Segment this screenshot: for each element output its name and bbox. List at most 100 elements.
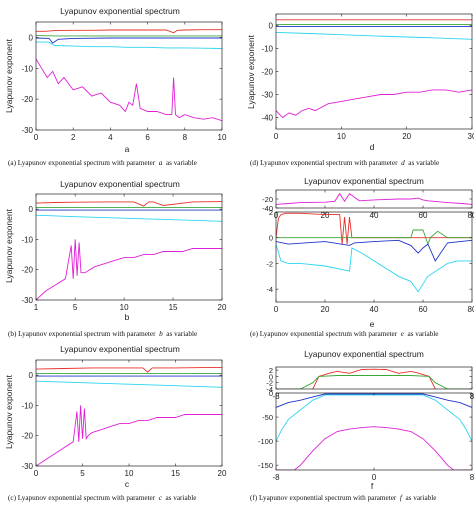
x-tick-label: 0 xyxy=(274,305,279,314)
x-tick-label: 0 xyxy=(274,132,279,141)
series-line-b-0-3 xyxy=(36,214,222,222)
x-tick-label: 6 xyxy=(145,133,150,142)
y-tick-label: -4 xyxy=(266,385,273,394)
caption-d-text: (d) Lyapunov exponential spectrum with p… xyxy=(250,159,398,167)
y-tick-label: 0 xyxy=(269,389,273,398)
plot-frame xyxy=(275,366,473,390)
y-tick-label: -40 xyxy=(261,114,273,123)
series-line-a-0-4 xyxy=(36,58,222,122)
caption-c-param: c xyxy=(158,494,162,502)
series-line-e-1-3 xyxy=(276,243,472,293)
y-tick-label: -40 xyxy=(262,204,273,213)
series-line-a-0-3 xyxy=(36,41,222,49)
x-tick-label: 0 xyxy=(372,473,377,482)
series-line-d-0-4 xyxy=(276,89,472,119)
plot-frame xyxy=(275,13,473,130)
x-axis-label-c: c xyxy=(125,479,130,489)
x-tick-label: 10 xyxy=(120,303,129,312)
x-tick-label: 40 xyxy=(370,211,379,220)
chart-title-a: Lyapunov exponential spectrum xyxy=(60,6,180,16)
chart-title-b: Lyapunov exponential spectrum xyxy=(60,179,180,189)
x-tick-label: 8 xyxy=(183,133,188,142)
caption-b-param: b xyxy=(159,330,163,338)
x-tick-label: 15 xyxy=(169,303,178,312)
series-line-a-0-2 xyxy=(36,37,222,44)
plot-frame xyxy=(275,189,473,209)
series-line-e-0-0 xyxy=(276,192,472,205)
y-tick-label: -20 xyxy=(261,68,273,77)
caption-b-text: (b) Lyapunov exponential spectrum with p… xyxy=(8,330,156,338)
caption-f-suffix: as variable xyxy=(405,494,437,502)
caption-e-text: (e) Lyapunov exponential spectrum with p… xyxy=(250,330,398,338)
y-tick-label: -100 xyxy=(258,437,273,446)
y-tick-label: -20 xyxy=(21,95,33,104)
y-tick-label: 0 xyxy=(29,205,34,214)
y-tick-label: -10 xyxy=(21,401,33,410)
caption-d: (d) Lyapunov exponential spectrum with p… xyxy=(250,159,439,167)
y-tick-label: -2 xyxy=(266,259,273,268)
series-line-e-1-0 xyxy=(276,212,472,245)
x-tick-label: 0 xyxy=(34,133,39,142)
caption-b: (b) Lyapunov exponential spectrum with p… xyxy=(8,330,197,338)
caption-c-text: (c) Lyapunov exponential spectrum with p… xyxy=(8,494,156,502)
x-tick-label: 2 xyxy=(71,133,76,142)
x-tick-label: 80 xyxy=(468,305,474,314)
caption-a: (a) Lyapunov exponential spectrum with p… xyxy=(8,159,197,167)
x-tick-label: 30 xyxy=(468,132,474,141)
y-tick-label: -20 xyxy=(262,195,273,204)
y-axis-label-b: Lyapunov exponent xyxy=(4,208,14,283)
chart-title-e: Lyapunov exponential spectrum xyxy=(304,176,424,186)
series-line-c-0-4 xyxy=(36,405,222,466)
caption-e-suffix: as variable xyxy=(407,330,439,338)
series-line-b-0-0 xyxy=(36,201,222,207)
x-tick-label: 60 xyxy=(419,305,428,314)
x-axis-label-b: b xyxy=(125,312,130,322)
plot-frame xyxy=(275,392,473,471)
y-tick-label: -30 xyxy=(21,296,33,305)
x-tick-label: 80 xyxy=(468,211,474,220)
chart-title-c: Lyapunov exponential spectrum xyxy=(60,344,180,354)
x-tick-label: 1 xyxy=(34,303,39,312)
caption-d-suffix: as variable xyxy=(408,159,440,167)
caption-a-param: a xyxy=(158,159,163,167)
caption-d-param: d xyxy=(401,159,405,167)
y-tick-label: 0 xyxy=(29,371,34,380)
x-axis-label-a: a xyxy=(125,144,130,154)
x-tick-label: 8 xyxy=(470,473,474,482)
x-axis-label-e: e xyxy=(370,319,375,329)
x-axis-label-f: f xyxy=(371,481,374,491)
y-tick-label: -10 xyxy=(261,45,273,54)
caption-e-param: e xyxy=(400,330,404,338)
x-tick-label: 5 xyxy=(80,469,85,478)
plot-e-1: 02040608020-2-4 xyxy=(266,208,474,314)
y-tick-label: -50 xyxy=(262,413,273,422)
caption-b-suffix: as variable xyxy=(166,330,198,338)
x-tick-label: 0 xyxy=(34,469,39,478)
y-tick-label: 2 xyxy=(269,208,273,217)
plot-frame xyxy=(35,193,223,301)
x-tick-label: 20 xyxy=(321,305,330,314)
x-tick-label: 10 xyxy=(125,469,134,478)
y-tick-label: -2 xyxy=(266,379,273,388)
x-tick-label: 20 xyxy=(402,132,411,141)
y-tick-label: -30 xyxy=(21,462,33,471)
series-line-f-1-2 xyxy=(276,426,472,470)
y-tick-label: -10 xyxy=(21,64,33,73)
y-axis-label-c: Lyapunov exponent xyxy=(4,374,14,449)
series-line-e-1-2 xyxy=(276,239,472,262)
series-line-d-0-3 xyxy=(276,31,472,40)
x-tick-label: 40 xyxy=(370,305,379,314)
y-tick-label: 0 xyxy=(29,33,34,42)
y-tick-label: -10 xyxy=(21,235,33,244)
caption-f-text: (f) Lyapunov exponential spectrum with p… xyxy=(250,494,397,502)
series-line-f-0-1 xyxy=(276,375,472,389)
plot-f-1: -8 0 8 0 -50 -100 -150 xyxy=(258,389,474,482)
y-tick-label: 2 xyxy=(269,366,273,375)
y-tick-label: 0 xyxy=(269,372,273,381)
x-tick-label: 20 xyxy=(218,469,227,478)
y-tick-label: -30 xyxy=(21,126,33,135)
plot-e-0: 020406080-20-40 xyxy=(262,189,474,220)
series-line-c-0-0 xyxy=(36,367,222,373)
y-tick-label: -4 xyxy=(266,285,273,294)
